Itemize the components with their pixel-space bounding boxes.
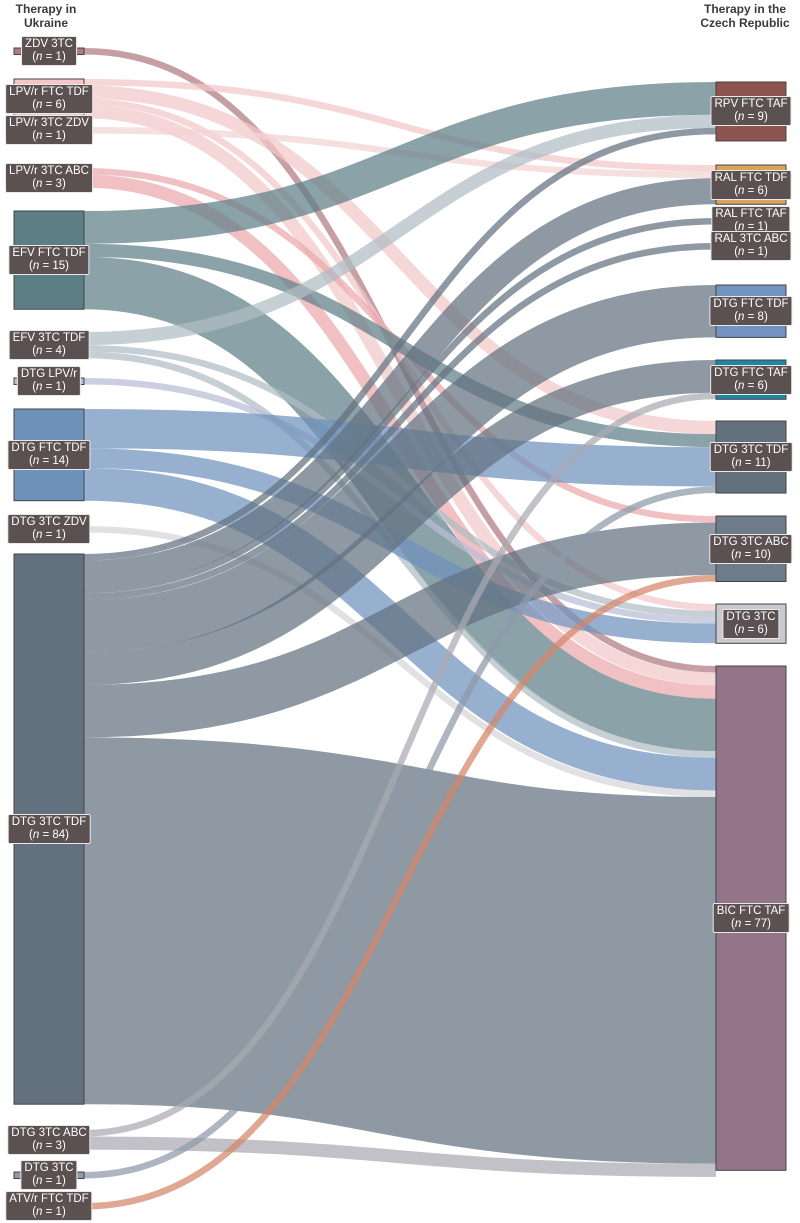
node-count: (n = 6) <box>32 98 66 111</box>
flow-dtg3tctdf-to-ral3tcabc <box>83 243 717 600</box>
left-node-label-efv3tctdf: EFV 3TC TDF (n = 4) <box>8 330 90 361</box>
right-node-label-ral3tcabc: RAL 3TC ABC (n = 1) <box>710 231 792 262</box>
flow-dtg3tctdf-to-bic <box>83 737 717 1164</box>
node-name: LPV/r FTC TDF <box>9 85 89 98</box>
right-node-label-dtg3tc_cz: DTG 3TC (n = 6) <box>722 608 780 639</box>
node-name: RAL 3TC ABC <box>714 233 788 246</box>
node-name: LPV/r 3TC ABC <box>9 164 89 177</box>
flow-dtg3tcabc-to-bic <box>83 1136 717 1177</box>
right-node-label-dtg3tcabc_cz: DTG 3TC ABC (n = 10) <box>709 533 793 564</box>
node-count: (n = 15) <box>29 260 69 273</box>
node-count: (n = 10) <box>731 548 771 561</box>
node-name: RAL FTC TDF <box>714 171 788 184</box>
node-count: (n = 11) <box>731 457 771 470</box>
node-name: DTG 3TC <box>24 1162 74 1175</box>
flow-dtg3tctdf-to-ralftctdf <box>83 178 717 587</box>
right-node-label-rpv: RPV FTC TAF (n = 9) <box>710 96 792 127</box>
node-count: (n = 6) <box>734 184 768 197</box>
right-column-title: Therapy in the Czech Republic <box>700 2 790 30</box>
node-name: ATV/r FTC TDF <box>9 1193 89 1206</box>
node-count: (n = 1) <box>32 1206 66 1219</box>
node-count: (n = 77) <box>731 918 771 931</box>
left-node-label-lpv3tcabc: LPV/r 3TC ABC (n = 3) <box>5 162 93 193</box>
node-count: (n = 14) <box>29 454 69 467</box>
right-node-label-bic: BIC FTC TAF (n = 77) <box>712 903 790 934</box>
right-node-label-ralftctdf: RAL FTC TDF (n = 6) <box>710 169 792 200</box>
node-count: (n = 1) <box>32 51 66 64</box>
node-count: (n = 1) <box>734 221 768 234</box>
node-name: DTG FTC TDF <box>713 298 789 311</box>
flow-efvftctdf-to-rpv <box>83 82 717 244</box>
flow-dtg3tc-to-dtg3tctdf_cz <box>83 486 717 1179</box>
flow-efv3tctdf-to-rpv <box>83 114 717 346</box>
left-node-label-atvftctdf: ATV/r FTC TDF (n = 1) <box>5 1191 93 1222</box>
left-node-label-dtg3tctdf: DTG 3TC TDF (n = 84) <box>7 814 91 845</box>
left-node-label-dtg3tc: DTG 3TC (n = 1) <box>20 1160 78 1191</box>
node-name: EFV FTC TDF <box>12 247 86 260</box>
node-name: BIC FTC TAF <box>716 905 786 918</box>
right-node-label-dtg3tctdf_cz: DTG 3TC TDF (n = 11) <box>709 442 793 473</box>
left-node-label-dtgftctdf: DTG FTC TDF (n = 14) <box>7 439 91 470</box>
node-name: RPV FTC TAF <box>714 98 788 111</box>
node-name: DTG LPV/r <box>20 368 78 381</box>
node-name: DTG 3TC TDF <box>11 816 87 829</box>
flow-atvftctdf-to-dtg3tcabc_cz <box>83 574 717 1210</box>
node-count: (n = 6) <box>734 379 768 392</box>
right-node-label-dtgftctdf_cz: DTG FTC TDF (n = 8) <box>709 296 793 327</box>
node-count: (n = 1) <box>32 1175 66 1188</box>
node-name: DTG 3TC ZDV <box>11 516 87 529</box>
node-name: DTG FTC TDF <box>11 441 87 454</box>
node-name: DTG 3TC ABC <box>11 1126 87 1139</box>
node-name: DTG 3TC TDF <box>713 444 789 457</box>
node-count: (n = 1) <box>734 246 768 259</box>
node-name: RAL FTC TAF <box>715 208 787 221</box>
node-count: (n = 8) <box>734 311 768 324</box>
node-name: LPV/r 3TC ZDV <box>9 117 89 130</box>
flow-dtg3tctdf-to-dtgftctaf <box>83 360 717 685</box>
left-column-title: Therapy in Ukraine <box>15 2 77 30</box>
flow-dtg3tctdf-to-dtg3tcabc_cz <box>83 522 717 738</box>
flow-lpvftctdf-to-ralftctdf <box>83 79 717 172</box>
flow-links <box>83 48 717 1210</box>
left-node-label-dtg3tczdv: DTG 3TC ZDV (n = 1) <box>7 514 91 545</box>
left-node-label-lpv3tczdv: LPV/r 3TC ZDV (n = 1) <box>5 115 93 146</box>
left-node-label-dtg3tcabc: DTG 3TC ABC (n = 3) <box>7 1124 91 1155</box>
node-count: (n = 1) <box>32 381 66 394</box>
node-name: DTG 3TC ABC <box>713 535 789 548</box>
flow-dtg3tctdf-to-rpv <box>83 127 717 561</box>
node-name: DTG FTC TAF <box>714 366 788 379</box>
right-node-label-dtgftctaf: DTG FTC TAF (n = 6) <box>710 364 792 395</box>
node-count: (n = 84) <box>29 829 69 842</box>
node-name: DTG 3TC <box>726 610 776 623</box>
node-count: (n = 1) <box>32 130 66 143</box>
node-count: (n = 1) <box>32 529 66 542</box>
node-count: (n = 4) <box>32 345 66 358</box>
node-count: (n = 9) <box>734 111 768 124</box>
node-name: EFV 3TC TDF <box>12 332 86 345</box>
left-node-label-lpvftctdf: LPV/r FTC TDF (n = 6) <box>5 83 93 114</box>
node-name: ZDV 3TC <box>25 38 73 51</box>
node-count: (n = 3) <box>32 1139 66 1152</box>
left-node-label-efvftctdf: EFV FTC TDF (n = 15) <box>8 245 90 276</box>
node-count: (n = 3) <box>32 177 66 190</box>
flow-dtg3tctdf-to-ralftctaf <box>83 218 717 594</box>
left-node-label-zdv3tc: ZDV 3TC (n = 1) <box>21 36 77 67</box>
flow-dtg3tcabc-to-dtgftctaf <box>83 392 717 1137</box>
flow-dtg3tctdf-to-dtgftctdf_cz <box>83 285 717 653</box>
left-node-label-dtglpv: DTG LPV/r (n = 1) <box>16 366 82 397</box>
node-count: (n = 6) <box>734 623 768 636</box>
flow-dtgftctdf-to-dtg3tc_cz <box>83 448 717 644</box>
